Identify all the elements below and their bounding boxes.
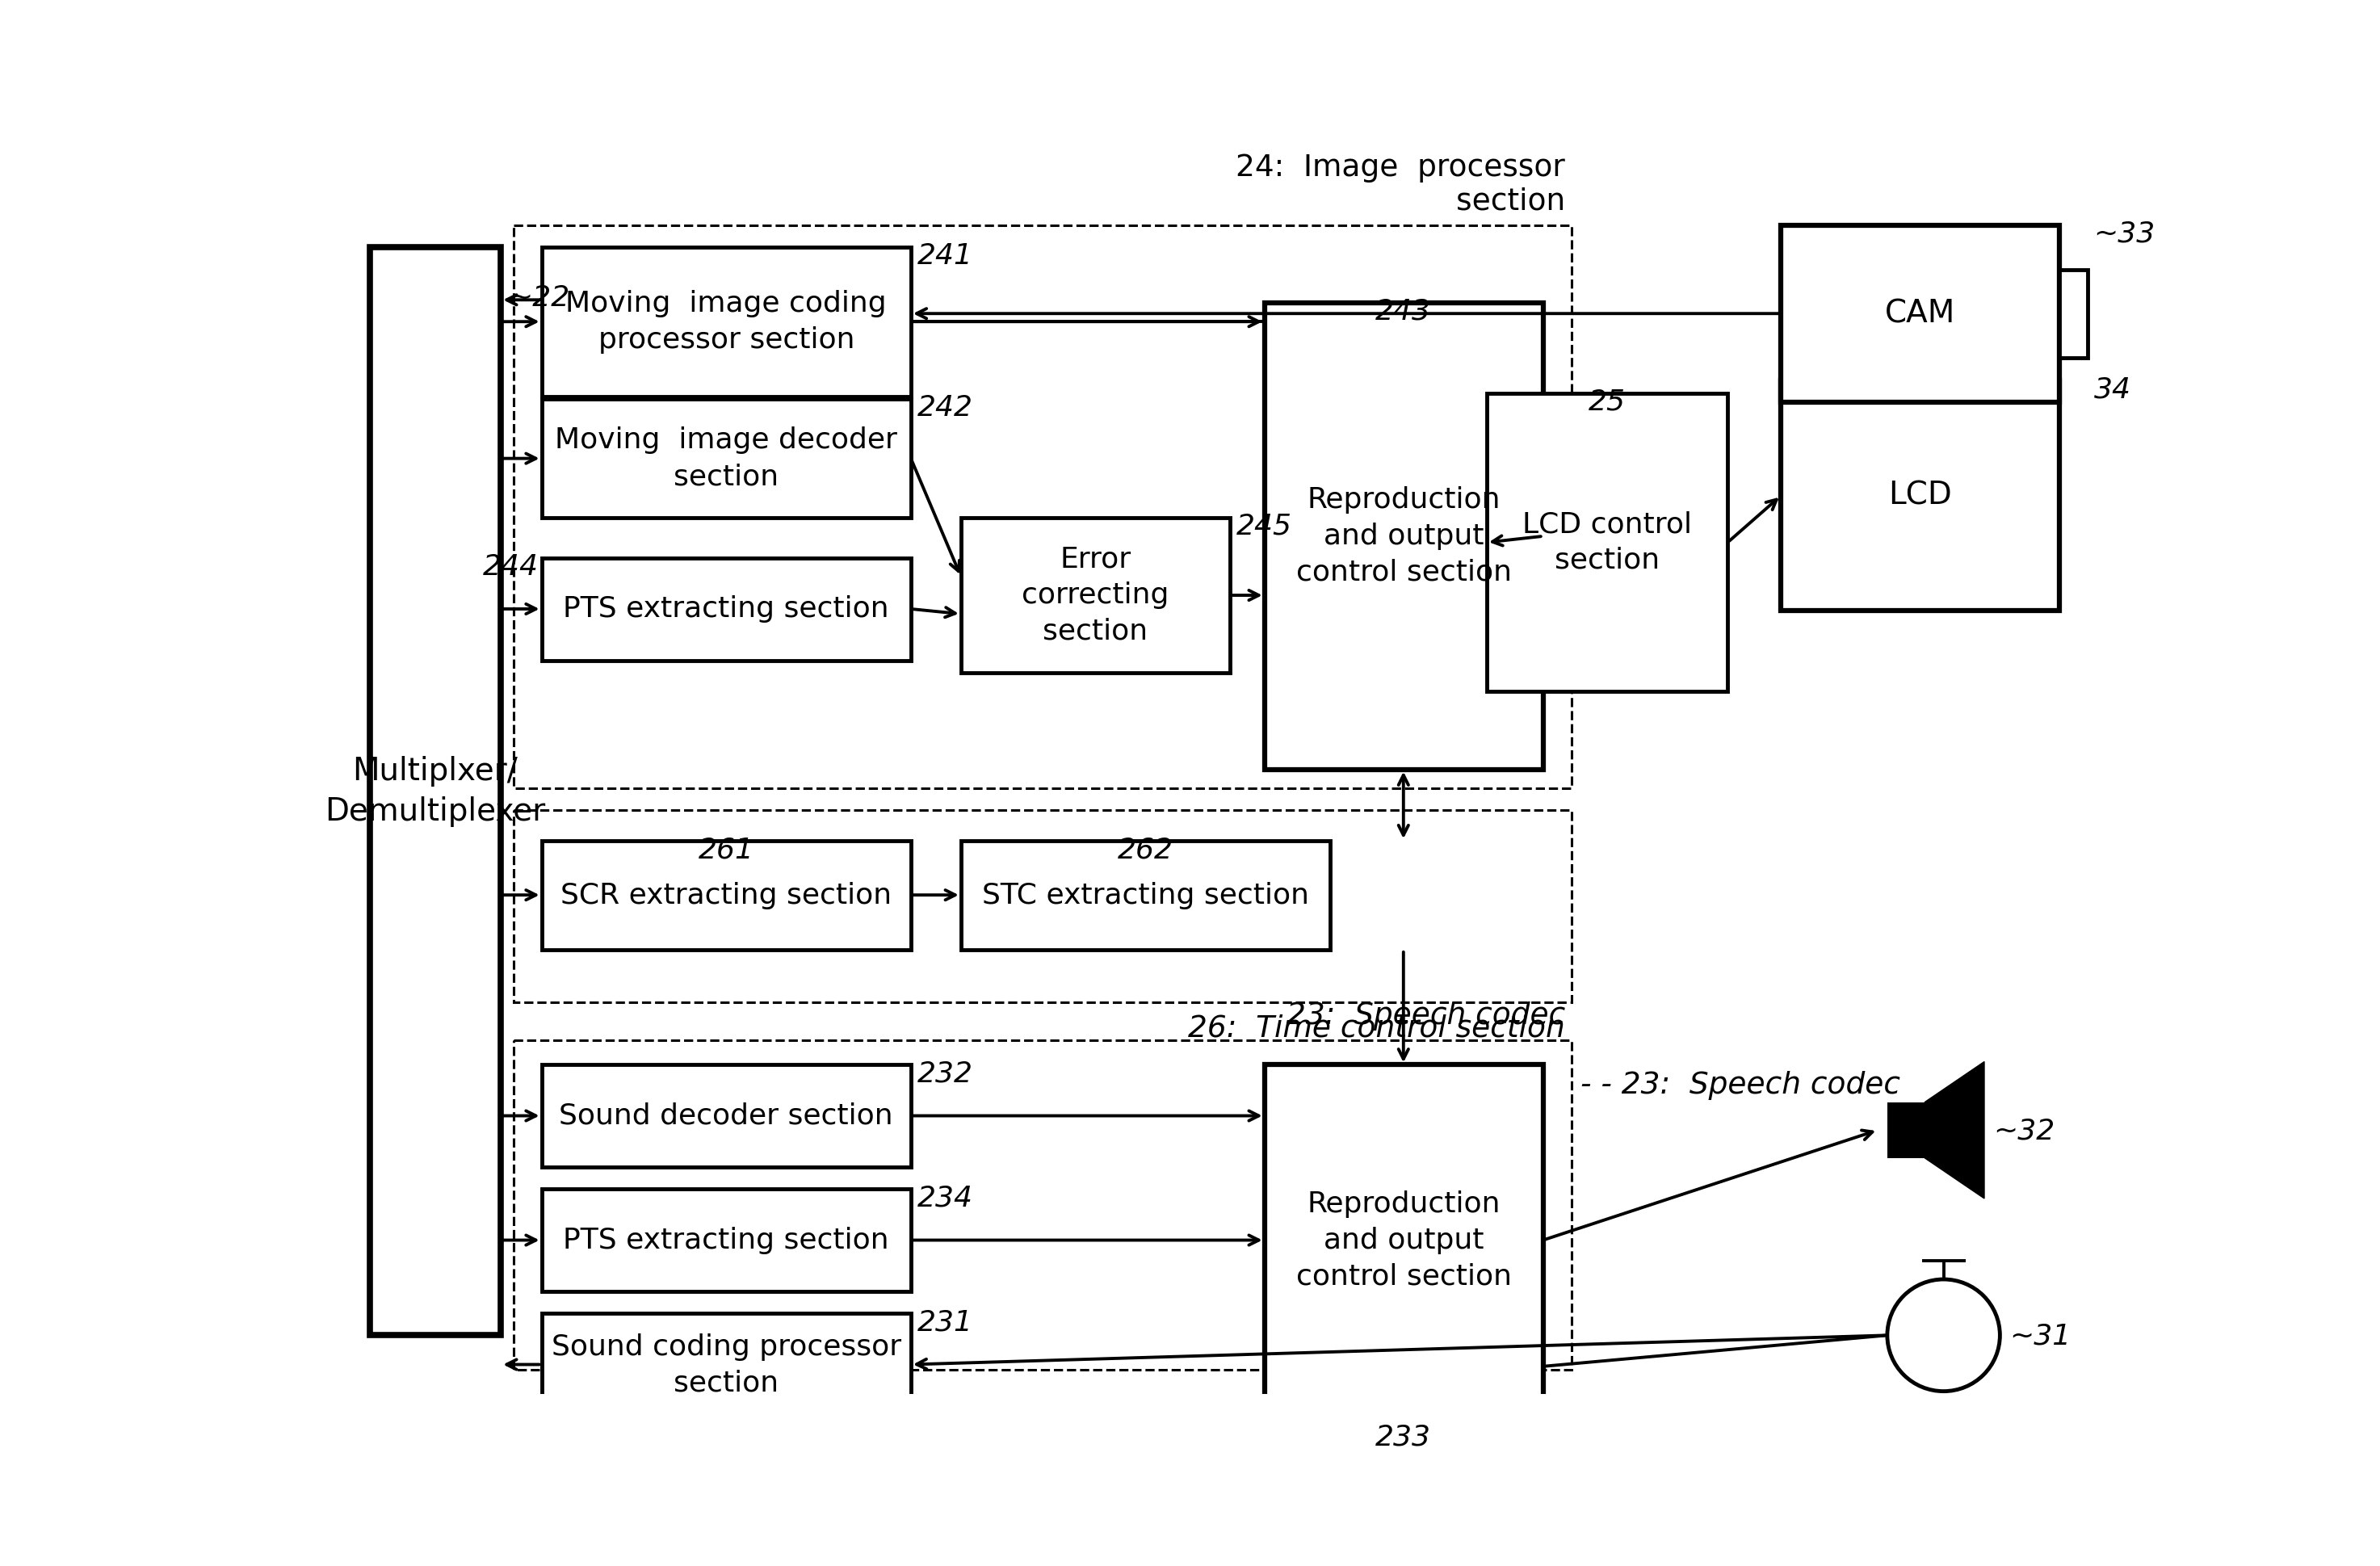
Bar [962,517,1230,673]
Text: 261: 261 [697,836,754,863]
Text: 234: 234 [916,1184,973,1212]
Text: 24:  Image  processor
       section: 24: Image processor section [1235,153,1566,216]
Bar [543,841,912,949]
Text: LCD: LCD [1887,481,1952,511]
Text: Reproduction
and output
control section: Reproduction and output control section [1297,487,1511,586]
Text: PTS extracting section: PTS extracting section [564,1226,890,1254]
Bar [1264,302,1542,769]
Bar [369,247,500,1336]
Text: 262: 262 [1119,836,1173,863]
Text: CAM: CAM [1885,299,1956,329]
Bar [514,810,1571,1002]
Bar [1780,381,2059,611]
Text: ~33: ~33 [2094,221,2156,247]
Bar [1780,226,2059,402]
Bar [1887,1102,1925,1157]
Text: Sound decoder section: Sound decoder section [559,1102,892,1129]
Bar [962,841,1330,949]
Text: ~31: ~31 [2009,1323,2071,1350]
Text: Moving  image coding
processor section: Moving image coding processor section [566,290,888,354]
Bar [543,557,912,661]
Bar [543,399,912,517]
Text: 23:  Speech codec: 23: Speech codec [1285,1002,1566,1030]
Bar [514,1040,1571,1370]
Text: - - 23:  Speech codec: - - 23: Speech codec [1580,1071,1899,1099]
Text: STC extracting section: STC extracting section [983,882,1309,908]
Text: 243: 243 [1376,298,1430,326]
Text: 245: 245 [1235,512,1292,540]
Text: 26:  Time control section: 26: Time control section [1188,1013,1566,1043]
Text: Error
correcting
section: Error correcting section [1021,545,1169,645]
Text: Reproduction
and output
control section: Reproduction and output control section [1297,1190,1511,1290]
Text: 241: 241 [916,243,973,269]
Bar [543,1065,912,1167]
Bar [543,247,912,396]
Text: SCR extracting section: SCR extracting section [562,882,892,908]
Text: 25: 25 [1587,388,1626,415]
Text: Sound coding processor
section: Sound coding processor section [552,1333,902,1397]
Bar [2059,269,2087,357]
Text: ~32: ~32 [1994,1118,2056,1145]
Text: PTS extracting section: PTS extracting section [564,595,890,623]
Text: Multiplxer/
Demultiplexer: Multiplxer/ Demultiplexer [324,756,545,827]
Polygon shape [1925,1062,1985,1198]
Bar [514,226,1571,788]
Bar [1264,1065,1542,1416]
Text: 244: 244 [483,553,538,581]
Bar [543,1314,912,1416]
Text: ~22: ~22 [509,285,569,312]
Text: 34: 34 [2094,376,2130,402]
Text: Moving  image decoder
section: Moving image decoder section [555,426,897,490]
Text: 242: 242 [916,395,973,421]
Bar [543,1189,912,1292]
Text: 231: 231 [916,1309,973,1336]
Text: 232: 232 [916,1060,973,1087]
Text: LCD control
section: LCD control section [1523,511,1692,575]
Bar [1488,393,1728,692]
Text: 233: 233 [1376,1423,1430,1452]
